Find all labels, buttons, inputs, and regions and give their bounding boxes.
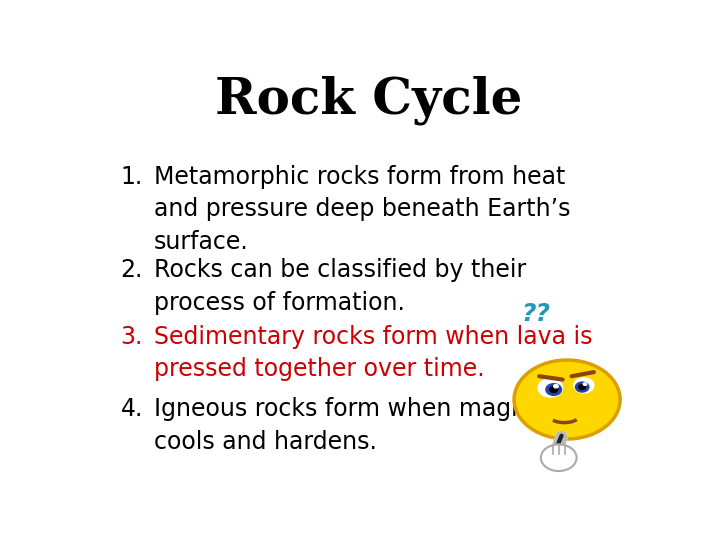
Text: Sedimentary rocks form when lava is
pressed together over time.: Sedimentary rocks form when lava is pres…: [154, 325, 593, 381]
Circle shape: [554, 384, 558, 388]
Text: 2.: 2.: [121, 258, 143, 282]
Circle shape: [550, 387, 557, 393]
Circle shape: [546, 384, 562, 395]
Circle shape: [583, 383, 587, 386]
Text: 1.: 1.: [121, 165, 143, 188]
Text: Rocks can be classified by their
process of formation.: Rocks can be classified by their process…: [154, 258, 526, 315]
Circle shape: [514, 360, 620, 439]
Text: 4.: 4.: [121, 397, 143, 421]
Text: Rock Cycle: Rock Cycle: [215, 76, 523, 125]
Text: 3.: 3.: [121, 325, 143, 349]
Text: Igneous rocks form when magma
cools and hardens.: Igneous rocks form when magma cools and …: [154, 397, 549, 454]
Circle shape: [574, 378, 594, 393]
Circle shape: [579, 384, 585, 389]
Circle shape: [538, 379, 562, 397]
Circle shape: [575, 382, 589, 392]
Circle shape: [541, 444, 577, 471]
Text: Metamorphic rocks form from heat
and pressure deep beneath Earth’s
surface.: Metamorphic rocks form from heat and pre…: [154, 165, 571, 254]
Text: ??: ??: [522, 302, 551, 326]
